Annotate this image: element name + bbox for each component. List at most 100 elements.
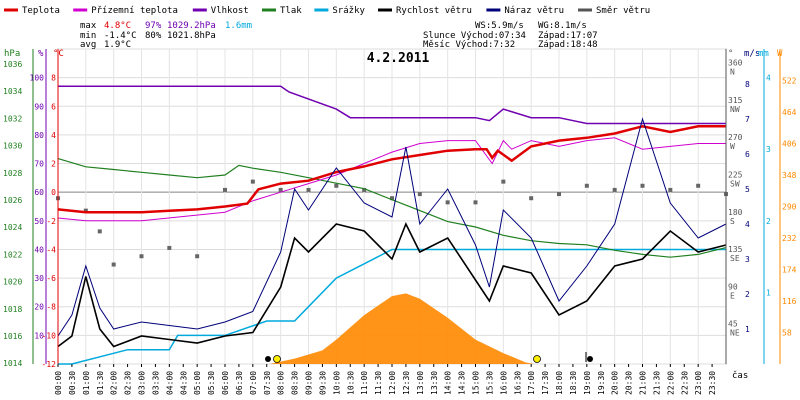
series-direction-point — [612, 187, 617, 192]
legend-label: Tlak — [280, 6, 302, 16]
tick-label-mm: 1 — [766, 288, 771, 297]
series-direction-point — [167, 245, 172, 250]
moon-rise: Měsíc Východ:7:32 — [423, 40, 515, 50]
tick-label-w: 58 — [782, 329, 792, 338]
axis-titles: hPa % °C ° m/s mm W čas — [4, 49, 783, 381]
series-direction-point — [195, 254, 200, 259]
time-label: 16:00 — [499, 371, 508, 395]
moonrise-marker-icon — [265, 356, 271, 362]
stats-max-hum: 97% — [145, 21, 162, 31]
wind-gust-avg: WG:8.1m/s — [538, 21, 587, 31]
series-direction-point — [501, 179, 506, 184]
tick-label-ms: 8 — [745, 80, 750, 89]
tick-label-mm: 4 — [766, 74, 771, 83]
legend-label: Vlhkost — [211, 6, 249, 16]
tick-label-pct: 100 — [30, 74, 45, 83]
tick-label-w: 174 — [782, 266, 797, 275]
wind-info: WS:5.9m/s WG:8.1m/s Slunce Východ:07:34 … — [423, 21, 598, 50]
stats-min-label: min — [80, 31, 96, 41]
time-label: 15:00 — [472, 371, 481, 395]
series-solar-area — [269, 293, 534, 364]
tick-label-deg: 45 — [728, 320, 738, 329]
legend-label: Směr větru — [596, 6, 650, 16]
time-label: 14:00 — [444, 371, 453, 395]
stats-min-temp: -1.4°C — [104, 31, 137, 41]
tick-label-pct: 80 — [34, 131, 44, 140]
series-direction-point — [97, 229, 102, 234]
tick-label-pct: 70 — [34, 160, 44, 169]
legend: Teplota Přízemní teplota Vlhkost Tlak Srážky… — [4, 6, 650, 16]
tick-label-ms: 6 — [745, 150, 750, 159]
tick-label-deg: 270 — [728, 133, 743, 142]
series-direction-point — [529, 196, 534, 201]
tick-label-w: 290 — [782, 203, 797, 212]
stats-max-press: 1029.2hPa — [167, 21, 216, 31]
tick-label-pct: 90 — [34, 102, 44, 111]
tick-label-c: -8 — [46, 303, 56, 312]
tick-label-w: 464 — [782, 108, 797, 117]
tick-label-deg: 315 — [728, 96, 743, 105]
tick-label-deg: 180 — [728, 208, 743, 217]
series-direction-point — [83, 208, 88, 213]
time-label: 04:30 — [179, 371, 188, 395]
wind-speed-avg: WS:5.9m/s — [475, 21, 524, 31]
tick-label-w: 232 — [782, 234, 797, 243]
time-label: 11:30 — [374, 371, 383, 395]
series-direction-point — [334, 183, 339, 188]
tick-label-mm: 3 — [766, 145, 771, 154]
series-direction-point — [139, 254, 144, 259]
tick-label-deg: 90 — [728, 282, 738, 291]
time-label: 00:30 — [68, 371, 77, 395]
time-label: 21:30 — [652, 371, 661, 395]
tick-label-ms: 4 — [745, 220, 750, 229]
time-label: 02:30 — [124, 371, 133, 395]
time-label: 23:30 — [708, 371, 717, 395]
time-label: 16:30 — [513, 371, 522, 395]
time-label: 09:30 — [318, 371, 327, 395]
tick-label-hpa: 1028 — [3, 169, 22, 178]
sun-rise: Slunce Východ:07:34 — [423, 31, 526, 41]
time-label: 06:30 — [235, 371, 244, 395]
series-direction-point — [417, 192, 422, 197]
time-label: 17:30 — [541, 371, 550, 395]
tick-label-pct: 30 — [34, 274, 44, 283]
stats-max-temp: 4.8°C — [104, 21, 131, 31]
tick-label-c: -6 — [46, 274, 56, 283]
time-label: 08:30 — [291, 371, 300, 395]
tick-label-w: 522 — [782, 77, 797, 86]
series-rain — [58, 248, 726, 365]
time-label: 09:00 — [305, 371, 314, 395]
tick-label-c: -12 — [42, 360, 57, 369]
series-direction-point — [557, 192, 561, 197]
series-direction-point — [390, 196, 394, 201]
legend-label: Srážky — [332, 6, 365, 16]
time-label: 03:00 — [138, 371, 147, 395]
time-label: 12:00 — [388, 371, 397, 395]
series-direction-point — [278, 187, 283, 192]
tick-label-hpa: 1020 — [3, 278, 22, 287]
sun-moon-markers — [265, 352, 593, 363]
tick-label-dir: W — [730, 142, 735, 151]
time-label: 05:30 — [207, 371, 216, 395]
moon-set: Západ:18:48 — [538, 40, 598, 50]
time-label: 06:00 — [221, 371, 230, 395]
time-label: 07:30 — [263, 371, 272, 395]
time-label: 23:00 — [694, 371, 703, 395]
tick-label-dir: E — [730, 291, 735, 300]
series-temperature — [57, 125, 726, 214]
legend-label: Teplota — [22, 6, 60, 16]
time-label: 11:00 — [360, 371, 369, 395]
tick-label-pct: 60 — [34, 188, 44, 197]
tick-label-deg: 225 — [728, 170, 743, 179]
time-label: 04:00 — [165, 371, 174, 395]
sunrise-marker-icon — [273, 355, 281, 363]
tick-label-w: 406 — [782, 140, 797, 149]
tick-label-c: -2 — [46, 217, 56, 226]
tick-label-mm: 2 — [766, 217, 771, 226]
tick-label-hpa: 1034 — [3, 87, 22, 96]
time-label: 18:30 — [569, 371, 578, 395]
tick-label-ms: 7 — [745, 115, 750, 124]
tick-label-hpa: 1030 — [3, 142, 22, 151]
tick-label-hpa: 1024 — [3, 223, 22, 232]
time-label: 22:30 — [680, 371, 689, 395]
